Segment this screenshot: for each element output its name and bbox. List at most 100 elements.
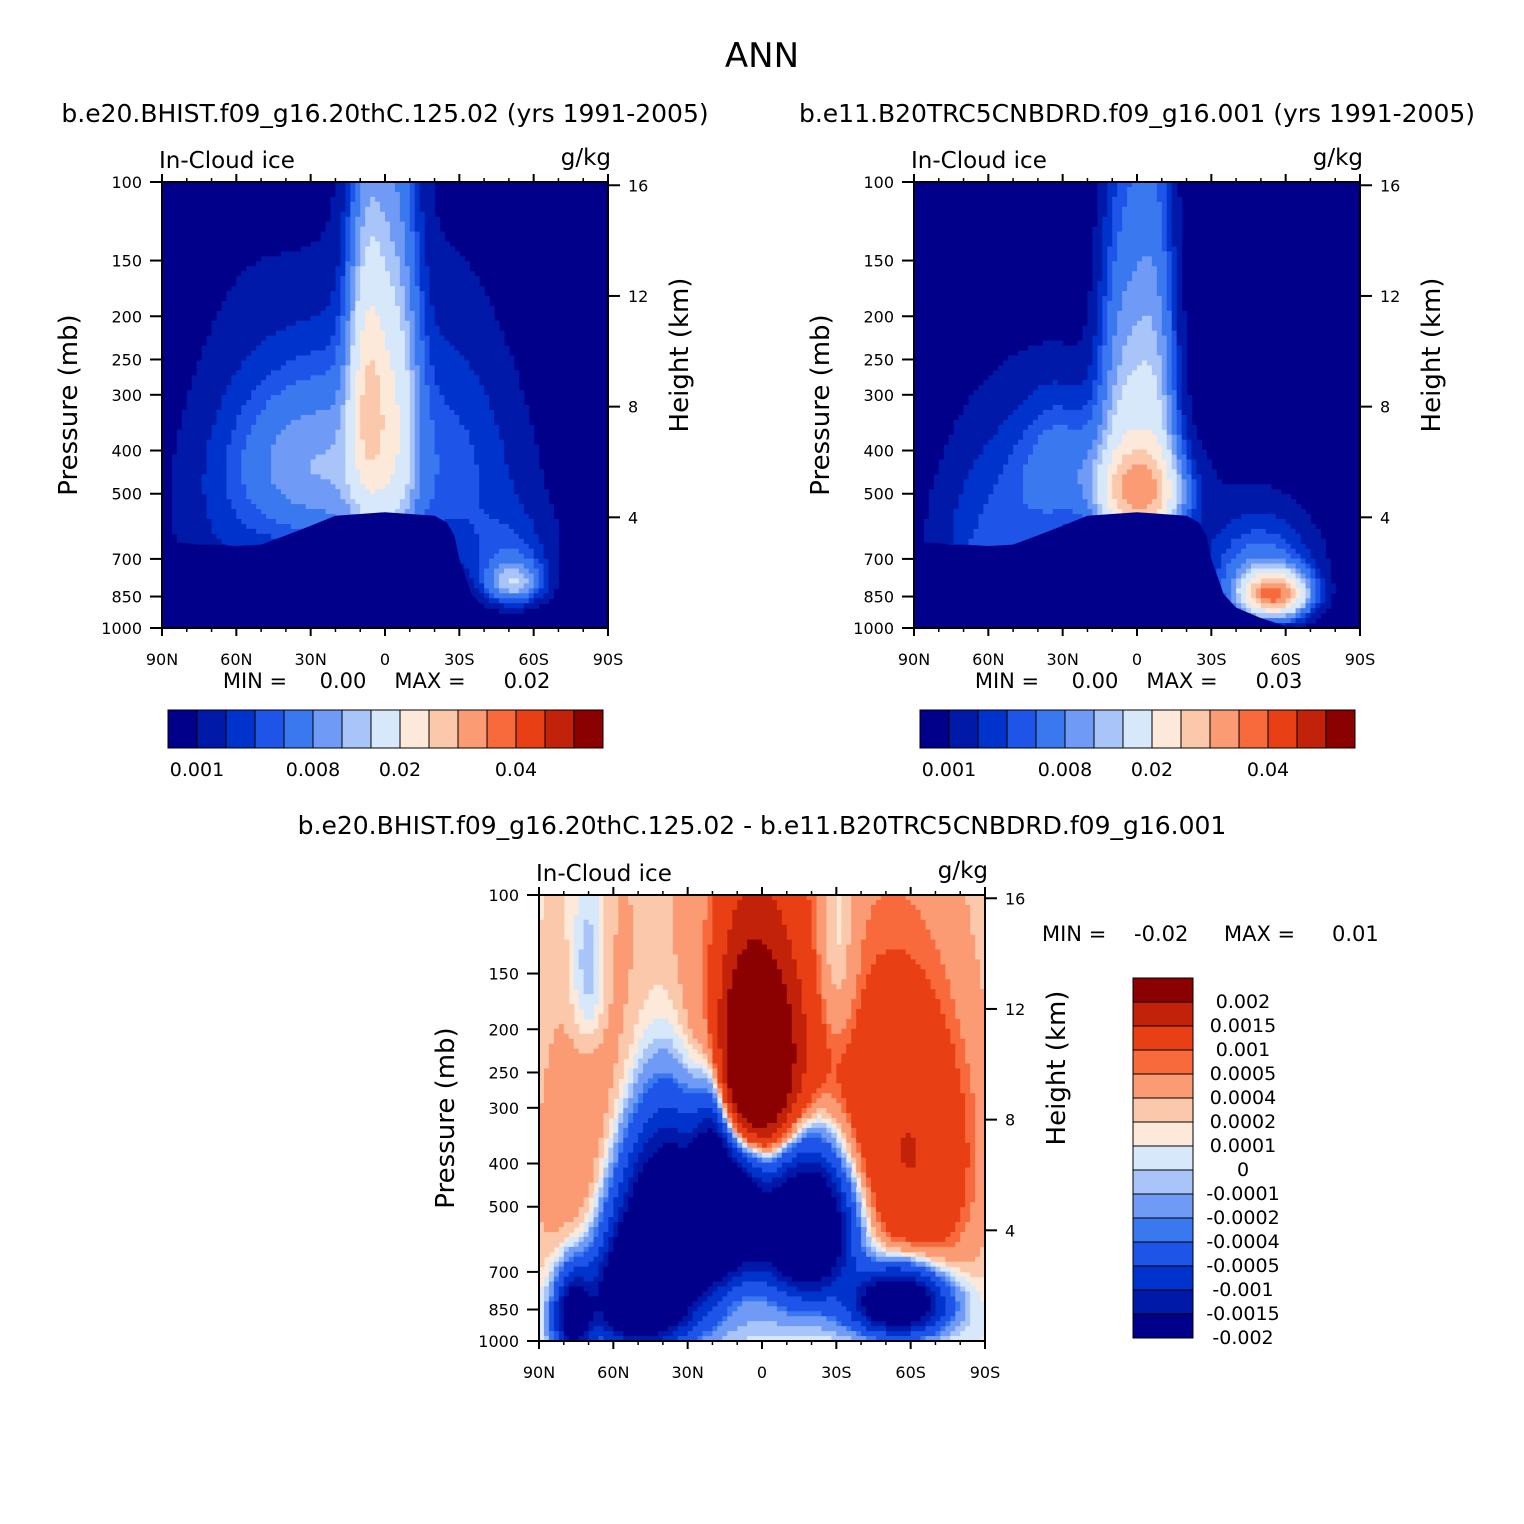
contour-cell [469, 518, 475, 525]
contour-cell [434, 291, 441, 297]
contour-cell [399, 325, 406, 332]
contour-cell [479, 474, 485, 480]
contour-cell [256, 449, 262, 456]
contour-cell [484, 335, 490, 342]
contour-cell [340, 444, 346, 451]
contour-cell [375, 335, 381, 342]
contour-cell [271, 533, 277, 540]
contour-cell [498, 335, 505, 342]
contour-cell [434, 370, 441, 376]
contour-cell [350, 191, 356, 198]
contour-cell [330, 380, 337, 386]
contour-cell [186, 523, 193, 530]
contour-cell [201, 523, 208, 530]
contour-cell [494, 598, 500, 604]
contour-cell [330, 469, 337, 475]
contour-cell [226, 330, 232, 337]
contour-cell [439, 340, 446, 347]
contour-cell [365, 434, 371, 441]
contour-cell [528, 603, 535, 609]
contour-cell [271, 504, 277, 510]
contour-cell [275, 484, 282, 490]
contour-cell [523, 494, 530, 500]
contour-cell [350, 291, 356, 297]
contour-cell [186, 390, 193, 396]
contour-cell [280, 305, 287, 312]
contour-cell [424, 206, 431, 213]
contour-cell [533, 598, 540, 604]
contour-cell [479, 409, 485, 416]
contour-cell [216, 310, 223, 317]
contour-cell [330, 395, 337, 401]
contour-cell [246, 350, 252, 357]
contour-cell [548, 578, 555, 584]
contour-cell [171, 528, 178, 535]
contour-cell [261, 409, 267, 416]
contour-cell [271, 414, 277, 421]
contour-cell [469, 300, 475, 307]
contour-cell [414, 434, 421, 441]
contour-cell [399, 300, 406, 307]
contour-cell [275, 350, 282, 357]
contour-cell [469, 583, 475, 589]
contour-cell [365, 325, 371, 332]
contour-cell [503, 454, 510, 461]
contour-cell [434, 345, 441, 352]
contour-cell [310, 246, 317, 252]
contour-cell [424, 419, 431, 426]
contour-cell [290, 360, 297, 366]
contour-cell [469, 271, 475, 277]
contour-cell [191, 494, 198, 500]
contour-cell [389, 191, 396, 198]
contour-cell [256, 350, 262, 357]
contour-cell [221, 533, 228, 540]
contour-cell [429, 370, 436, 376]
contour-cell [439, 454, 446, 461]
contour-cell [434, 419, 441, 426]
contour-cell [394, 271, 401, 277]
contour-cell [489, 330, 495, 337]
contour-cell [221, 395, 228, 401]
contour-cell [380, 251, 386, 257]
contour-cell [236, 528, 242, 535]
contour-cell [325, 474, 332, 480]
contour-cell [350, 504, 356, 510]
contour-cell [474, 429, 480, 436]
contour-cell [459, 350, 465, 357]
contour-cell [503, 355, 510, 361]
contour-cell [241, 469, 247, 475]
contour-cell [399, 216, 406, 223]
contour-cell [171, 469, 178, 475]
contour-cell [409, 380, 416, 386]
contour-cell [399, 211, 406, 218]
contour-cell [246, 276, 252, 282]
contour-cell [449, 315, 455, 322]
contour-cell [459, 256, 465, 262]
contour-cell [320, 256, 327, 262]
contour-cell [325, 305, 332, 312]
contour-cell [479, 355, 485, 361]
contour-cell [474, 518, 480, 525]
contour-cell [474, 310, 480, 317]
contour-cell [503, 439, 510, 446]
contour-cell [419, 360, 426, 366]
contour-cell [409, 345, 416, 352]
contour-cell [399, 479, 406, 485]
contour-cell [444, 370, 451, 376]
contour-cell [394, 449, 401, 456]
contour-cell [216, 424, 223, 431]
contour-cell [523, 573, 530, 580]
contour-cell [429, 405, 436, 411]
contour-cell [375, 231, 381, 238]
contour-cell [449, 281, 455, 287]
contour-cell [449, 518, 455, 525]
contour-cell [241, 400, 247, 406]
contour-cell [375, 345, 381, 352]
x-tick-label: 30S [444, 650, 475, 669]
contour-cell [508, 598, 515, 604]
contour-cell [380, 350, 386, 357]
contour-cell [469, 325, 475, 332]
contour-cell [335, 350, 341, 357]
contour-cell [236, 523, 242, 530]
contour-cell [399, 424, 406, 431]
